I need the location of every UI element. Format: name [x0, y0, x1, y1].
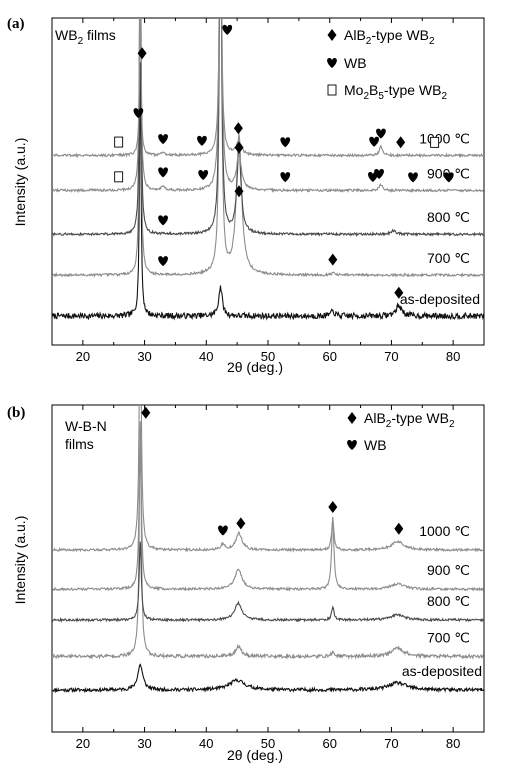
phase-marker	[141, 406, 151, 419]
series-line	[52, 663, 484, 694]
phase-marker	[218, 525, 228, 536]
panel-b-sample-label-line2: films	[65, 436, 94, 452]
panel-b-sample-label-line1: W-B-N	[65, 418, 107, 434]
svg-text:WB2 films: WB2 films	[55, 27, 116, 47]
series-line	[52, 18, 484, 279]
phase-marker	[408, 172, 418, 183]
phase-marker	[280, 137, 291, 148]
series-line	[52, 421, 484, 592]
phase-marker	[374, 169, 384, 180]
series-label: 1000 ℃	[419, 130, 470, 146]
series-line	[52, 18, 484, 194]
phase-marker	[394, 286, 404, 299]
phase-marker	[222, 24, 233, 35]
panel-a-label: (a)	[7, 16, 25, 32]
phase-marker	[328, 253, 338, 266]
series-line	[52, 18, 484, 237]
phase-marker	[430, 136, 440, 148]
series-label: 700 ℃	[427, 629, 470, 645]
phase-marker	[369, 136, 380, 147]
legend-a-item-1: AlB2-type WB2	[344, 27, 435, 47]
panel-b-plot: 20 30 40 50 60 70 80 as-deposited 700 ℃ 800 ℃ 900 …	[51, 404, 485, 751]
x-tick-label: 80	[446, 736, 460, 751]
legend-b-item-1: AlB2-type WB2	[364, 410, 455, 430]
phase-marker	[158, 167, 168, 178]
series-label: 900 ℃	[427, 562, 470, 578]
x-tick-label: 50	[261, 349, 275, 364]
panel-b-label: (b)	[7, 405, 25, 421]
phase-marker	[280, 172, 291, 183]
phase-marker	[443, 172, 454, 183]
legend-marker	[347, 412, 357, 424]
legend-marker	[327, 29, 337, 41]
series-label: 800 ℃	[427, 593, 470, 609]
x-tick-label: 70	[384, 736, 398, 751]
phase-marker	[198, 170, 209, 181]
phase-marker	[396, 136, 406, 149]
phase-marker	[133, 108, 144, 119]
plot-frame	[51, 404, 485, 733]
phase-marker	[394, 522, 404, 535]
panel-a-plot: 20 30 40 50 60 70 80 as-deposited 700 ℃ 800 ℃ 900 …	[51, 17, 485, 364]
legend-marker	[327, 58, 337, 68]
series-label: 800 ℃	[427, 209, 470, 225]
phase-marker	[234, 141, 244, 154]
phase-marker	[137, 47, 147, 60]
panel-b-ylabel: Intensity (a.u.)	[12, 516, 28, 605]
phase-marker	[114, 136, 124, 148]
phase-marker	[158, 134, 168, 145]
series-line	[52, 61, 484, 321]
series-label: 900 ℃	[427, 165, 470, 181]
series-label: as-deposited	[400, 291, 480, 307]
x-tick-label: 70	[384, 349, 398, 364]
legend-a-item-3: Mo2B5-type WB2	[344, 82, 448, 102]
phase-marker	[197, 135, 207, 146]
phase-marker	[376, 128, 386, 139]
x-tick-label: 60	[322, 736, 336, 751]
series-label: 1000 ℃	[419, 523, 470, 539]
x-tick-label: 20	[76, 736, 90, 751]
series-line	[52, 433, 484, 660]
panel-a-ylabel: Intensity (a.u.)	[12, 138, 28, 227]
phase-marker	[233, 122, 243, 135]
x-tick-label: 40	[199, 349, 213, 364]
phase-marker	[236, 517, 246, 530]
legend-b-item-2: WB	[364, 437, 387, 453]
series-label: as-deposited	[402, 663, 482, 679]
x-tick-label: 50	[261, 736, 275, 751]
series-label: 700 ℃	[427, 250, 470, 266]
x-tick-label: 30	[137, 736, 151, 751]
panel-b: (b) Intensity (a.u.) 2θ (deg.) 20 30 40 50 6…	[7, 404, 485, 763]
legend-a-item-2: WB	[344, 55, 367, 71]
panel-a-sample-label: WB2 films	[55, 27, 116, 47]
phase-marker	[328, 501, 338, 513]
x-tick-label: 30	[137, 349, 151, 364]
legend-marker	[327, 84, 337, 96]
x-tick-label: 20	[76, 349, 90, 364]
series-line	[52, 541, 484, 623]
panel-b-legend: AlB2-type WB2 WB	[364, 410, 455, 453]
x-tick-label: 40	[199, 736, 213, 751]
panel-a-xlabel: 2θ (deg.)	[227, 359, 283, 375]
x-tick-label: 80	[446, 349, 460, 364]
phase-marker	[158, 215, 168, 226]
legend-marker	[347, 440, 357, 450]
phase-marker	[158, 256, 168, 267]
series-line	[52, 18, 484, 159]
panel-a-legend: AlB2-type WB2 WB Mo2B5-type WB2	[344, 27, 448, 102]
panel-b-xlabel: 2θ (deg.)	[227, 747, 283, 763]
phase-marker	[234, 185, 244, 198]
x-tick-label: 60	[322, 349, 336, 364]
panel-a: (a) Intensity (a.u.) 2θ (deg.) 20 30 40 50 6…	[7, 16, 485, 375]
phase-marker	[114, 171, 124, 183]
series-line	[52, 405, 484, 553]
